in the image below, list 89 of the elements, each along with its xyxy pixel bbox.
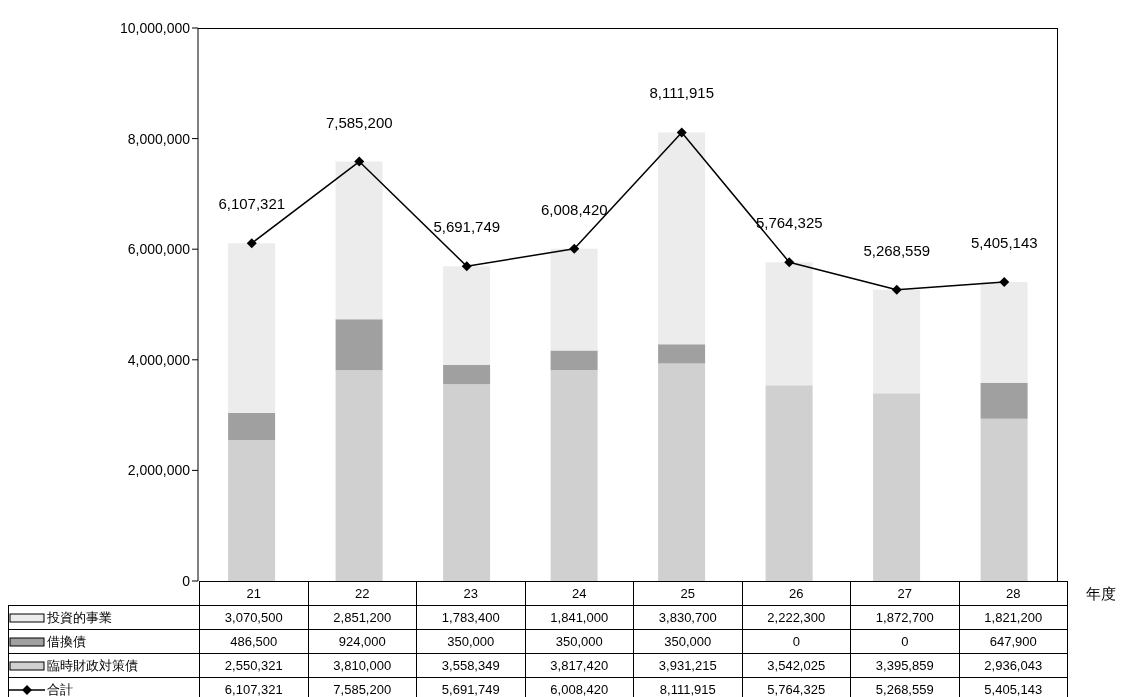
- x-tick-label: 26: [742, 581, 851, 606]
- data-label: 1,783,400: [416, 605, 525, 630]
- bar: [550, 350, 598, 370]
- x-axis-title: 年度: [1086, 585, 1116, 604]
- text: 5,764,325: [755, 214, 823, 232]
- data-label: 3,830,700: [633, 605, 742, 630]
- y-tick-label: 8,000,000: [127, 130, 191, 147]
- y-tick-label: 4,000,000: [127, 351, 191, 368]
- bar: [980, 282, 1028, 383]
- bar: [873, 393, 921, 581]
- text: 8,111,915: [649, 84, 715, 102]
- bar: [335, 370, 383, 581]
- y-tick-label: 10,000,000: [119, 19, 191, 36]
- x-tick-label: 27: [850, 581, 959, 606]
- bar: [228, 439, 276, 581]
- point: [784, 257, 795, 268]
- bar: [980, 382, 1028, 419]
- data-label: 1,872,700: [850, 605, 959, 630]
- text: 7,585,200: [325, 113, 393, 131]
- x-tick-label: 23: [416, 581, 525, 606]
- bar: [658, 363, 706, 581]
- bar: [765, 262, 813, 386]
- bar: [443, 266, 491, 365]
- point: [676, 127, 687, 138]
- data-label: 647,900: [959, 629, 1068, 654]
- point: [461, 261, 472, 272]
- x-tick-label: 28: [959, 581, 1068, 606]
- bar: [335, 161, 383, 320]
- bar: [658, 132, 706, 345]
- data-label: 5,405,143: [959, 677, 1068, 697]
- legend-label: 借換債: [8, 629, 200, 654]
- point: [999, 277, 1010, 288]
- data-label: 5,691,749: [416, 677, 525, 697]
- bar: [443, 364, 491, 385]
- y-tick-label: 6,000,000: [127, 241, 191, 258]
- x-tick-label: 24: [525, 581, 634, 606]
- data-label: 2,222,300: [742, 605, 851, 630]
- x-tick-label: 22: [308, 581, 417, 606]
- bar: [550, 369, 598, 581]
- data-label: 5,268,559: [850, 677, 959, 697]
- data-label: 3,395,859: [850, 653, 959, 678]
- data-label: 350,000: [633, 629, 742, 654]
- data-label: 1,821,200: [959, 605, 1068, 630]
- y-tick-label: 0: [182, 572, 191, 589]
- data-label: 0: [742, 629, 851, 654]
- legend-label: 臨時財政対策債: [8, 653, 200, 678]
- data-label: 1,841,000: [525, 605, 634, 630]
- data-label: 3,070,500: [199, 605, 308, 630]
- legend-label: 投資的事業: [8, 605, 200, 630]
- data-label: 2,851,200: [308, 605, 417, 630]
- text: 6,107,321: [218, 195, 286, 213]
- bar: [550, 248, 598, 351]
- data-label: 3,542,025: [742, 653, 851, 678]
- point: [246, 238, 257, 249]
- data-label: 5,764,325: [742, 677, 851, 697]
- x-tick-label: 21: [199, 581, 308, 606]
- data-label: 350,000: [525, 629, 634, 654]
- data-label: 6,107,321: [199, 677, 308, 697]
- point: [569, 243, 580, 254]
- y-tick-label: 2,000,000: [127, 462, 191, 479]
- data-label: 3,558,349: [416, 653, 525, 678]
- bar: [980, 418, 1028, 581]
- data-label: 3,931,215: [633, 653, 742, 678]
- bar: [765, 385, 813, 581]
- data-label: 3,817,420: [525, 653, 634, 678]
- point: [354, 156, 365, 167]
- bar: [228, 413, 276, 440]
- data-label: 2,550,321: [199, 653, 308, 678]
- data-label: 350,000: [416, 629, 525, 654]
- data-label: 8,111,915: [633, 677, 742, 697]
- x-tick-label: 25: [633, 581, 742, 606]
- text: 5,405,143: [970, 234, 1038, 252]
- bar: [335, 319, 383, 371]
- bar: [228, 243, 276, 414]
- data-label: 6,008,420: [525, 677, 634, 697]
- legend-label: 合計: [8, 677, 200, 697]
- data-label: 486,500: [199, 629, 308, 654]
- text: 5,691,749: [433, 218, 501, 236]
- data-label: 0: [850, 629, 959, 654]
- bar: [873, 289, 921, 394]
- text: 6,008,420: [540, 200, 608, 218]
- bar: [658, 344, 706, 364]
- data-label: 2,936,043: [959, 653, 1068, 678]
- bar: [443, 384, 491, 581]
- data-label: 3,810,000: [308, 653, 417, 678]
- point: [891, 284, 902, 295]
- data-label: 924,000: [308, 629, 417, 654]
- data-label: 7,585,200: [308, 677, 417, 697]
- text: 5,268,559: [863, 241, 931, 259]
